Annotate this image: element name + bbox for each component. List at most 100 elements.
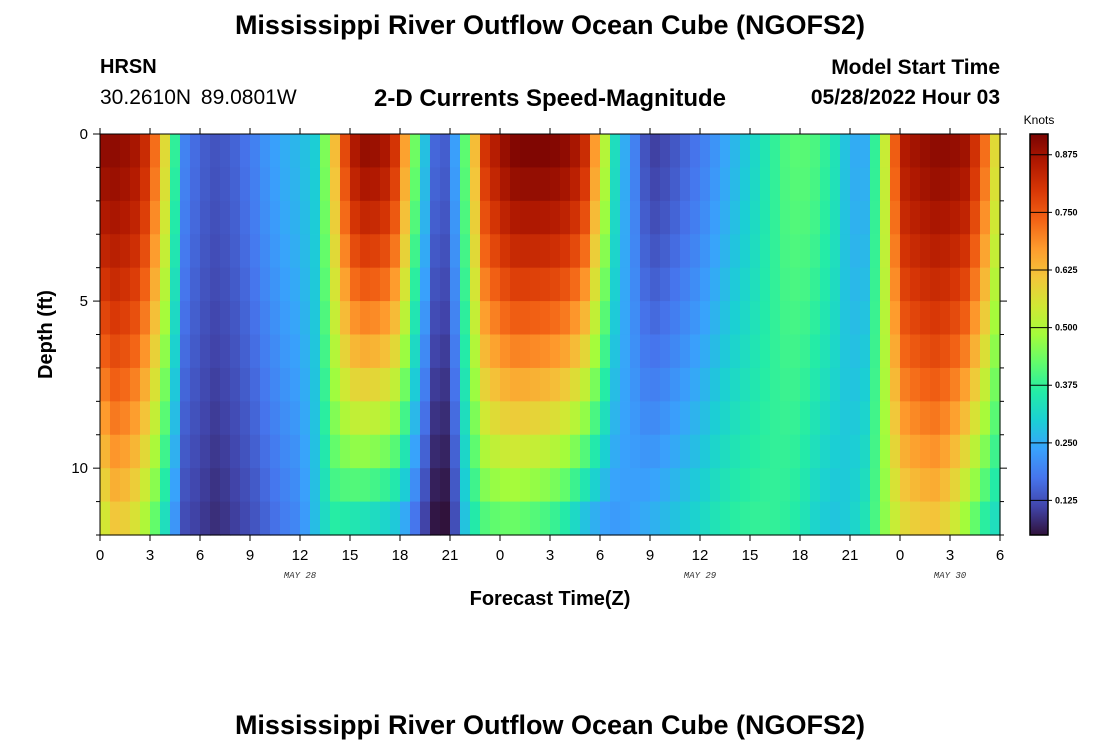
heatmap-cell bbox=[530, 367, 541, 402]
heatmap-cell bbox=[150, 234, 161, 269]
heatmap-cell bbox=[290, 501, 301, 536]
heatmap-cell bbox=[380, 267, 391, 302]
heatmap-cell bbox=[190, 167, 201, 202]
heatmap-cell bbox=[980, 200, 991, 235]
heatmap-cell bbox=[680, 301, 691, 336]
heatmap-cell bbox=[260, 434, 271, 469]
heatmap-cell bbox=[680, 334, 691, 369]
heatmap-cell bbox=[320, 267, 331, 302]
heatmap-cell bbox=[590, 334, 601, 369]
heatmap-cell bbox=[990, 468, 1001, 503]
heatmap-cell bbox=[190, 234, 201, 269]
heatmap-cell bbox=[130, 167, 141, 202]
heatmap-cell bbox=[290, 134, 301, 169]
heatmap-cell bbox=[690, 401, 701, 436]
heatmap-cell bbox=[910, 501, 921, 536]
heatmap-cell bbox=[110, 267, 121, 302]
heatmap-cell bbox=[820, 134, 831, 169]
heatmap-cell bbox=[530, 234, 541, 269]
heatmap-cell bbox=[650, 301, 661, 336]
heatmap-cell bbox=[330, 134, 341, 169]
heatmap-cell bbox=[940, 200, 951, 235]
heatmap-cell bbox=[650, 200, 661, 235]
heatmap-cell bbox=[500, 468, 511, 503]
heatmap-cell bbox=[360, 367, 371, 402]
heatmap-cell bbox=[900, 200, 911, 235]
heatmap-cell bbox=[900, 468, 911, 503]
heatmap-cell bbox=[870, 301, 881, 336]
heatmap-cell bbox=[220, 167, 231, 202]
heatmap-cell bbox=[770, 367, 781, 402]
heatmap-cell bbox=[520, 200, 531, 235]
heatmap-cell bbox=[920, 234, 931, 269]
heatmap-cell bbox=[850, 234, 861, 269]
heatmap-cell bbox=[180, 434, 191, 469]
heatmap-cell bbox=[170, 334, 181, 369]
heatmap-cell bbox=[900, 234, 911, 269]
x-axis: 0 3 6 9 12 15 18 21 0 3 6 9 12 15 18 21 0 3 6 MAY 28 MAY 29 M… bbox=[96, 128, 1004, 581]
heatmap-cell bbox=[290, 301, 301, 336]
heatmap-cell bbox=[780, 167, 791, 202]
heatmap-cell bbox=[700, 200, 711, 235]
heatmap-cell bbox=[420, 234, 431, 269]
heatmap-cell bbox=[290, 367, 301, 402]
heatmap-cell bbox=[520, 334, 531, 369]
heatmap-cell bbox=[890, 434, 901, 469]
heatmap-cell bbox=[110, 401, 121, 436]
heatmap-cell bbox=[670, 167, 681, 202]
heatmap-cell bbox=[150, 401, 161, 436]
heatmap-cell bbox=[590, 401, 601, 436]
station-coords: 30.2610N 89.0801W bbox=[100, 86, 297, 109]
heatmap-cell bbox=[830, 367, 841, 402]
heatmap-cell bbox=[580, 401, 591, 436]
heatmap-cell bbox=[230, 367, 241, 402]
heatmap-cell bbox=[330, 167, 341, 202]
heatmap-cell bbox=[930, 301, 941, 336]
heatmap-cell bbox=[110, 334, 121, 369]
heatmap-cell bbox=[340, 401, 351, 436]
heatmap-cell bbox=[780, 468, 791, 503]
heatmap-cell bbox=[990, 434, 1001, 469]
heatmap-cell bbox=[530, 200, 541, 235]
heatmap-cell bbox=[410, 200, 421, 235]
heatmap-cell bbox=[910, 301, 921, 336]
heatmap-cell bbox=[910, 401, 921, 436]
heatmap-cell bbox=[600, 267, 611, 302]
heatmap-cell bbox=[420, 434, 431, 469]
heatmap-cell bbox=[250, 401, 261, 436]
heatmap-cell bbox=[870, 367, 881, 402]
heatmap-cell bbox=[230, 301, 241, 336]
heatmap-cell bbox=[160, 501, 171, 536]
heatmap-cell bbox=[640, 200, 651, 235]
heatmap-cell bbox=[570, 401, 581, 436]
heatmap-cell bbox=[190, 334, 201, 369]
heatmap-cell bbox=[130, 301, 141, 336]
heatmap-cell bbox=[860, 267, 871, 302]
heatmap-cell bbox=[580, 234, 591, 269]
heatmap-cell bbox=[620, 367, 631, 402]
heatmap-cell bbox=[820, 334, 831, 369]
heatmap-cell bbox=[220, 334, 231, 369]
heatmap-cell bbox=[900, 367, 911, 402]
heatmap-cell bbox=[710, 367, 721, 402]
heatmap-cell bbox=[700, 501, 711, 536]
heatmap-cell bbox=[590, 200, 601, 235]
heatmap-cell bbox=[150, 501, 161, 536]
model-start-value: 05/28/2022 Hour 03 bbox=[810, 86, 1000, 109]
heatmap-cell bbox=[500, 334, 511, 369]
heatmap-cell bbox=[870, 134, 881, 169]
heatmap-cell bbox=[740, 234, 751, 269]
heatmap-cell bbox=[150, 167, 161, 202]
heatmap-cell bbox=[470, 234, 481, 269]
heatmap-cell bbox=[700, 334, 711, 369]
heatmap-cell bbox=[270, 134, 281, 169]
heatmap-cell bbox=[630, 200, 641, 235]
heatmap-cell bbox=[550, 200, 561, 235]
heatmap-cell bbox=[680, 134, 691, 169]
heatmap-cell bbox=[490, 367, 501, 402]
heatmap-cell bbox=[600, 468, 611, 503]
heatmap-cell bbox=[350, 301, 361, 336]
heatmap-cell bbox=[730, 468, 741, 503]
heatmap-cell bbox=[890, 301, 901, 336]
heatmap-cell bbox=[230, 434, 241, 469]
